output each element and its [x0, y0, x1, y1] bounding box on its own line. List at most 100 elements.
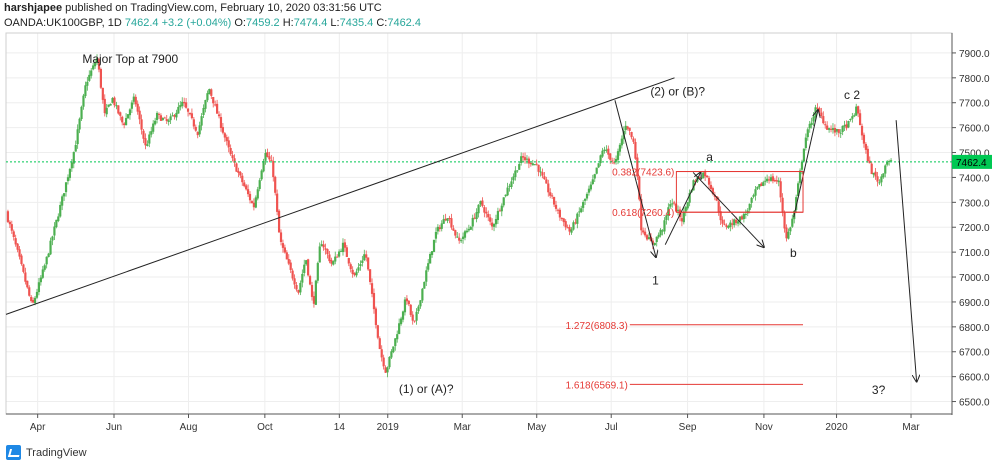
candle-body	[491, 222, 494, 227]
wave-arrow[interactable]	[614, 100, 656, 257]
trendline[interactable]	[5, 77, 675, 315]
wave-arrow[interactable]	[793, 110, 818, 218]
candle-body	[47, 253, 50, 258]
wave-arrow[interactable]	[664, 172, 700, 245]
candle-body	[237, 170, 240, 173]
x-tick-label: Aug	[180, 422, 198, 433]
candle-body	[103, 98, 106, 114]
candle-body	[297, 290, 300, 293]
wave-arrow[interactable]	[692, 172, 764, 247]
candle-body	[92, 65, 95, 70]
candle-body	[773, 179, 776, 182]
candle-body	[876, 176, 879, 182]
candle-body	[233, 158, 236, 163]
candle-body	[477, 204, 480, 214]
candle-body	[729, 222, 732, 227]
candle-body	[374, 308, 378, 326]
candle-body	[132, 96, 135, 102]
candle-body	[533, 164, 536, 166]
candle-body	[152, 123, 155, 132]
candle-body	[715, 196, 718, 201]
fib-level-label: 1.272(6808.3)	[566, 321, 628, 332]
candle-body	[518, 164, 521, 170]
candle-body	[678, 209, 682, 218]
candle-body	[446, 218, 449, 221]
high-label: H:	[282, 17, 294, 29]
candle-body	[24, 272, 27, 282]
x-tick-label: Jun	[106, 422, 122, 433]
candle-body	[281, 243, 285, 248]
candle-body	[700, 177, 703, 179]
candle-body	[26, 280, 29, 288]
candle-body	[378, 338, 381, 350]
candle-body	[138, 110, 141, 120]
candle-body	[336, 256, 339, 258]
candle-body	[444, 218, 447, 221]
tradingview-logo-icon[interactable]	[6, 445, 21, 460]
y-tick-label: 7700.0	[959, 99, 990, 110]
candle-body	[547, 183, 550, 193]
candle-body	[276, 193, 279, 212]
published-text: published on TradingView.com, February 1…	[65, 2, 382, 14]
candle-body	[574, 222, 577, 224]
candle-body	[810, 122, 813, 125]
candle-body	[258, 180, 261, 189]
candle-body	[797, 183, 800, 197]
publisher-name[interactable]: harshjapee	[4, 2, 63, 14]
candle-body	[787, 231, 790, 239]
candle-body	[508, 185, 511, 187]
candle-body	[368, 269, 372, 282]
candle-body	[587, 188, 591, 193]
candle-body	[822, 116, 825, 124]
candle-body	[124, 118, 128, 126]
low-label: L:	[330, 17, 340, 29]
candle-body	[440, 223, 443, 229]
candle-body	[185, 102, 188, 108]
candle-body	[314, 280, 317, 305]
candle-body	[28, 287, 31, 296]
candle-body	[18, 249, 21, 257]
candle-body	[733, 219, 736, 226]
candle-body	[568, 226, 571, 232]
candle-body	[858, 113, 862, 126]
candle-body	[886, 161, 889, 165]
candle-body	[888, 161, 891, 163]
candle-body	[680, 218, 684, 222]
candle-body	[837, 129, 840, 133]
candle-body	[785, 227, 788, 239]
candle-body	[66, 177, 70, 182]
candle-body	[771, 176, 775, 182]
candle-body	[645, 235, 649, 240]
candle-body	[99, 69, 102, 88]
candle-body	[401, 311, 405, 320]
candle-body	[388, 356, 391, 368]
candle-body	[742, 213, 745, 220]
candle-body	[613, 162, 616, 164]
candle-body	[150, 131, 153, 135]
candle-body	[630, 131, 633, 138]
candle-body	[95, 58, 99, 64]
candle-body	[554, 204, 558, 209]
x-tick-label: May	[527, 422, 546, 433]
candle-body	[115, 105, 118, 107]
candle-body	[70, 162, 73, 169]
candle-body	[225, 137, 228, 142]
candle-body	[523, 157, 527, 161]
candle-body	[361, 260, 364, 263]
candle-body	[599, 155, 602, 164]
candle-body	[53, 226, 56, 236]
candle-body	[78, 118, 81, 130]
candle-body	[22, 264, 25, 272]
candle-body	[217, 114, 221, 117]
candle-body	[140, 119, 143, 130]
y-tick-label: 6800.0	[959, 323, 990, 334]
candle-body	[779, 181, 782, 198]
chart-annotation: Major Top at 7900	[82, 52, 178, 66]
candle-body	[339, 250, 343, 252]
candle-body	[450, 218, 453, 228]
candle-body	[198, 125, 201, 135]
wave-arrow[interactable]	[895, 120, 916, 381]
chart-annotation: c 2	[844, 88, 860, 102]
candle-body	[390, 351, 393, 358]
